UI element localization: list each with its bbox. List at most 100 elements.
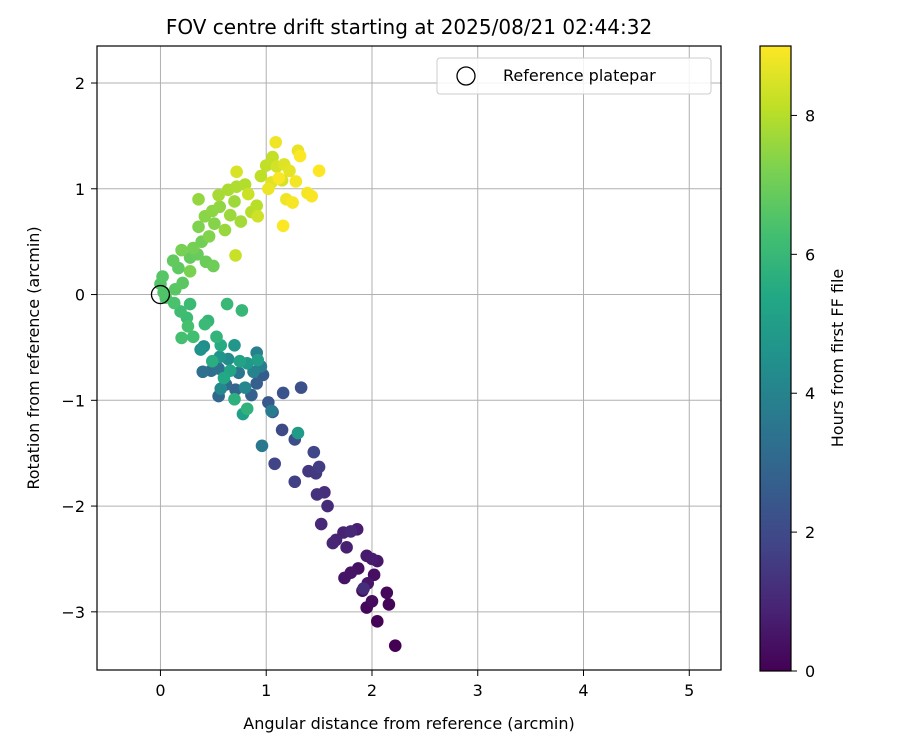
data-point	[186, 241, 200, 255]
colorbar-ticks: 0 2 4 6 8	[791, 106, 815, 681]
colorbar-tick-label: 2	[805, 523, 815, 542]
data-point	[186, 330, 200, 344]
data-point	[294, 381, 308, 394]
x-tick-label: 0	[155, 681, 165, 700]
data-point	[228, 392, 241, 406]
data-point	[198, 317, 212, 331]
data-point	[230, 165, 243, 179]
data-point	[233, 354, 247, 368]
y-tick-label: −1	[61, 391, 85, 410]
data-point	[235, 304, 249, 317]
legend: Reference platepar	[436, 57, 712, 95]
chart-title: FOV centre drift starting at 2025/08/21 …	[166, 15, 652, 39]
data-point	[326, 536, 340, 550]
data-point	[175, 331, 188, 345]
legend-marker	[456, 66, 476, 86]
colorbar-gradient	[759, 45, 792, 672]
data-point	[272, 171, 286, 185]
grid-lines	[97, 46, 721, 670]
data-point	[238, 178, 252, 191]
data-point	[250, 377, 264, 390]
data-point	[305, 189, 318, 203]
plot-frame	[96, 45, 722, 671]
data-point	[217, 371, 231, 385]
colorbar-tick-label: 6	[805, 245, 815, 264]
data-point	[312, 460, 326, 474]
reference-point-marker	[150, 284, 171, 305]
data-point	[183, 297, 197, 311]
data-point	[268, 457, 281, 471]
y-tick-label: −3	[61, 603, 85, 622]
data-point	[289, 175, 303, 188]
x-tick-label: 4	[578, 681, 588, 700]
x-tick-label: 2	[367, 681, 377, 700]
y-tick-label: 1	[75, 180, 85, 199]
data-point	[220, 297, 234, 311]
data-point	[208, 217, 221, 230]
data-point	[380, 586, 394, 600]
data-point	[214, 382, 228, 395]
data-point	[192, 220, 205, 234]
data-point	[321, 499, 334, 513]
data-point	[202, 230, 216, 243]
data-point	[194, 343, 207, 356]
data-point	[286, 196, 299, 209]
colorbar-tick-label: 0	[805, 662, 815, 681]
data-point	[192, 193, 205, 206]
data-point	[175, 243, 188, 257]
data-point	[312, 164, 326, 178]
data-point	[251, 353, 265, 367]
x-axis: 0 1 2 3 4 5	[155, 670, 694, 700]
data-point	[340, 541, 353, 554]
data-point	[266, 150, 279, 164]
data-point	[229, 249, 242, 262]
y-tick-label: −2	[61, 497, 85, 516]
legend-box	[436, 57, 712, 95]
data-point	[262, 182, 275, 196]
data-point	[251, 209, 265, 223]
data-point	[388, 639, 402, 652]
colorbar: 0 2 4 6 8 Hours from first FF file	[759, 45, 847, 681]
data-point	[213, 200, 226, 214]
data-point	[255, 439, 269, 453]
data-point	[307, 445, 321, 459]
plot-area	[97, 46, 721, 670]
data-point	[223, 208, 237, 222]
data-point	[288, 475, 302, 489]
data-point	[291, 426, 305, 440]
x-tick-label: 1	[261, 681, 271, 700]
data-point	[212, 188, 225, 202]
colorbar-tick-label: 8	[805, 106, 815, 125]
data-point	[276, 386, 290, 400]
legend-label: Reference platepar	[503, 66, 656, 85]
data-point	[234, 215, 248, 228]
data-point	[229, 383, 242, 397]
data-point	[293, 149, 307, 163]
data-point	[176, 276, 189, 290]
data-point	[365, 594, 379, 608]
data-point	[338, 571, 351, 585]
colorbar-tick-label: 4	[805, 384, 815, 403]
data-point	[228, 195, 241, 208]
data-point	[283, 164, 296, 178]
x-tick-label: 5	[684, 681, 694, 700]
y-tick-label: 2	[75, 74, 85, 93]
data-point	[196, 365, 210, 379]
data-point	[207, 259, 220, 273]
data-point	[357, 582, 370, 595]
data-point	[250, 199, 264, 213]
data-point	[156, 270, 169, 283]
y-tick-label: 0	[75, 286, 85, 305]
data-point	[275, 423, 289, 437]
colorbar-label: Hours from first FF file	[828, 269, 847, 448]
data-point	[228, 339, 241, 352]
data-point	[181, 319, 195, 333]
data-point	[344, 525, 358, 538]
data-point	[183, 264, 197, 278]
data-point	[365, 552, 379, 566]
y-axis: −3 −2 −1 0 1 2	[61, 74, 97, 622]
data-point	[218, 223, 232, 237]
data-points	[154, 135, 402, 652]
data-point	[382, 598, 396, 611]
